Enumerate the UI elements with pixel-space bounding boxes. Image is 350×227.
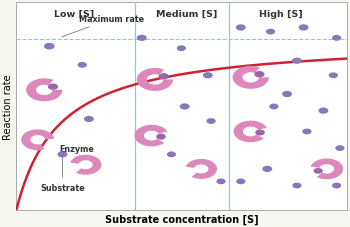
Circle shape	[236, 25, 246, 31]
Circle shape	[292, 58, 302, 64]
Circle shape	[216, 179, 226, 185]
Circle shape	[335, 146, 344, 151]
Circle shape	[282, 91, 292, 98]
Circle shape	[255, 130, 265, 136]
X-axis label: Substrate concentration [S]: Substrate concentration [S]	[105, 213, 258, 224]
Circle shape	[167, 152, 176, 158]
Circle shape	[318, 108, 328, 114]
Circle shape	[314, 168, 323, 174]
Text: Medium [S]: Medium [S]	[156, 10, 217, 19]
Text: High [S]: High [S]	[259, 10, 302, 19]
Circle shape	[44, 44, 55, 50]
Circle shape	[262, 166, 272, 172]
Wedge shape	[21, 130, 54, 151]
Circle shape	[159, 74, 169, 80]
Circle shape	[302, 129, 312, 135]
Wedge shape	[137, 69, 173, 91]
Circle shape	[84, 116, 94, 123]
Wedge shape	[134, 125, 168, 147]
Wedge shape	[310, 159, 343, 180]
Text: Low [S]: Low [S]	[54, 10, 94, 19]
Circle shape	[180, 104, 190, 110]
Circle shape	[329, 73, 338, 79]
Text: Substrate: Substrate	[40, 157, 85, 192]
Circle shape	[299, 25, 309, 31]
Wedge shape	[186, 159, 217, 179]
Circle shape	[177, 46, 186, 52]
Circle shape	[332, 183, 341, 189]
Y-axis label: Reaction rate: Reaction rate	[4, 74, 13, 140]
Text: Maximum rate: Maximum rate	[62, 15, 144, 38]
Circle shape	[269, 104, 279, 110]
Circle shape	[254, 72, 265, 78]
Wedge shape	[70, 155, 101, 175]
Circle shape	[236, 179, 245, 185]
Wedge shape	[26, 79, 63, 102]
Circle shape	[57, 152, 68, 158]
Circle shape	[137, 36, 147, 42]
Wedge shape	[233, 121, 267, 143]
Circle shape	[48, 84, 58, 91]
Circle shape	[266, 30, 275, 35]
Circle shape	[156, 134, 166, 140]
Circle shape	[203, 73, 213, 79]
Wedge shape	[233, 67, 269, 89]
Circle shape	[332, 36, 341, 42]
Circle shape	[292, 183, 302, 189]
Text: Enzyme: Enzyme	[59, 144, 94, 153]
Circle shape	[78, 63, 87, 69]
Circle shape	[206, 118, 216, 124]
